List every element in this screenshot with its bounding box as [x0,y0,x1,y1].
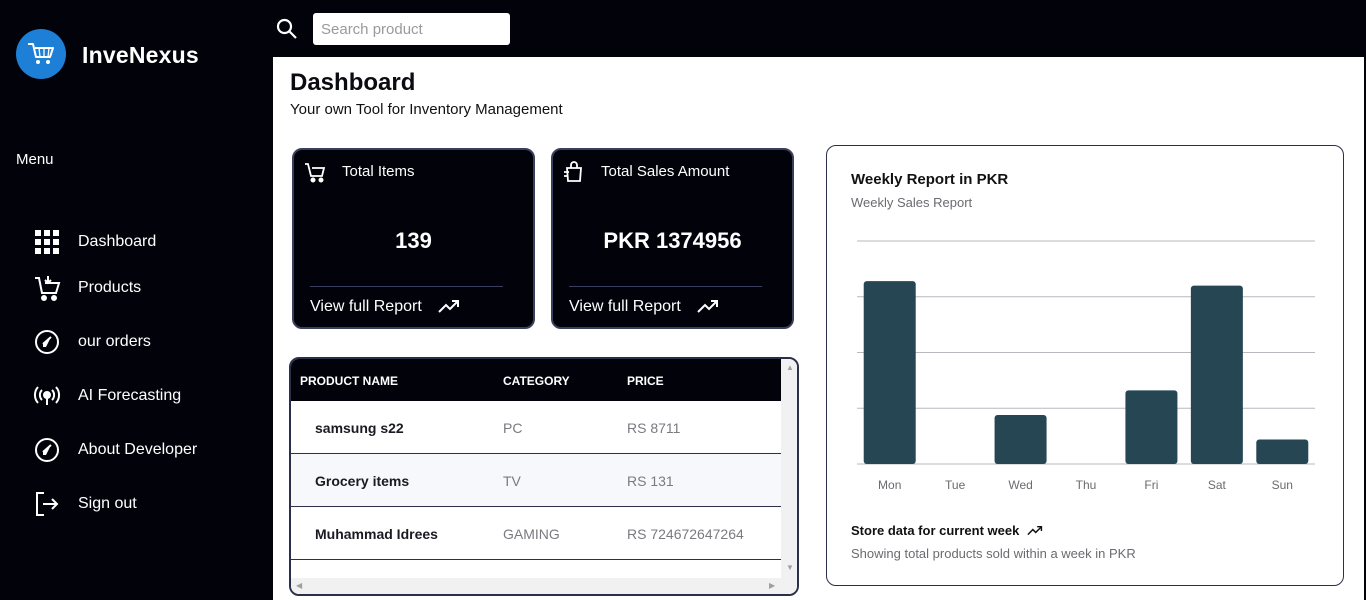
divider [569,286,762,287]
chart-footer-desc: Showing total products sold within a wee… [851,546,1136,561]
page-title: Dashboard [290,69,416,96]
card-title: Total Items [342,163,415,180]
search-icon[interactable] [276,18,298,40]
bar-wed[interactable] [994,414,1047,464]
product-name: samsung s22 [315,420,404,436]
sign-out-icon [32,489,62,519]
shopping-bag-icon [564,161,582,182]
column-header[interactable]: CATEGORY [503,374,570,388]
sidebar-item-label: About Developer [78,441,198,458]
table-row[interactable]: Muhammad Idrees GAMING RS 724672647264 [291,507,781,560]
column-header[interactable]: PRICE [627,374,664,388]
product-price: RS 131 [627,473,674,489]
sidebar-item-sign-out[interactable]: Sign out [32,488,252,520]
x-tick-label: Mon [878,478,901,492]
scroll-down-icon[interactable]: ▼ [786,563,794,572]
view-full-report-link[interactable]: View full Report [569,298,719,316]
trending-up-icon [697,300,718,313]
chart-title: Weekly Report in PKR [851,171,1009,188]
view-full-report-link[interactable]: View full Report [310,298,460,316]
total-items-card: Total Items 139 View full Report [292,148,535,329]
total-sales-card: Total Sales Amount PKR 1374956 View full… [551,148,794,329]
sidebar-item-orders[interactable]: our orders [32,326,252,358]
trending-up-icon [438,300,459,313]
products-table: PRODUCT NAME CATEGORY PRICE samsung s22 … [289,357,799,596]
x-tick-label: Sat [1208,478,1227,492]
product-price: RS 8711 [627,420,681,436]
cart-logo-icon [28,43,54,64]
footer-title-text: Store data for current week [851,523,1020,538]
chart-subtitle: Weekly Sales Report [851,195,973,210]
cart-icon [305,163,326,183]
card-title: Total Sales Amount [601,163,730,180]
x-tick-label: Thu [1076,478,1097,492]
product-category: TV [503,473,521,489]
product-name: Grocery items [315,473,410,489]
product-name: Muhammad Idrees [315,526,438,542]
link-label: View full Report [310,298,422,315]
sidebar-item-ai-forecasting[interactable]: AI Forecasting [32,380,252,412]
search-input[interactable] [313,13,510,45]
trending-up-icon [1027,525,1043,535]
table-row[interactable]: samsung s22 PC RS 8711 [291,401,781,454]
table-row[interactable]: Grocery items TV RS 131 [291,454,781,507]
sidebar-item-dashboard[interactable]: Dashboard [32,226,252,258]
card-value: 139 [395,228,432,253]
table-header: PRODUCT NAME CATEGORY PRICE [291,359,781,401]
brand-name: InveNexus [82,42,199,68]
scroll-left-icon[interactable]: ◀ [296,581,303,590]
product-price: RS 724672647264 [627,526,744,542]
cart-icon [32,273,62,303]
sidebar-item-products[interactable]: Products [32,272,252,304]
sidebar-item-about-developer[interactable]: About Developer [32,434,252,466]
page-subtitle: Your own Tool for Inventory Management [290,101,563,118]
product-category: GAMING [503,526,560,542]
horizontal-scrollbar[interactable]: ◀ ▶ [291,578,781,594]
chart-footer-title: Store data for current week [851,523,1043,538]
vertical-scrollbar[interactable]: ▲ ▼ [781,359,797,594]
right-edge [1364,57,1366,600]
scroll-right-icon[interactable]: ▶ [769,581,776,590]
x-tick-label: Tue [945,478,966,492]
logo [16,29,66,79]
compass-icon [32,435,62,465]
x-tick-label: Wed [1008,478,1032,492]
sidebar: InveNexus Menu Dashboard Products [0,0,273,600]
sidebar-item-label: our orders [78,333,151,350]
x-tick-label: Sun [1272,478,1293,492]
compass-icon [32,327,62,357]
product-category: PC [503,420,523,436]
weekly-sales-chart: Mon Tue Wed Thu Fri Sat Sun [857,240,1315,492]
sidebar-item-label: Dashboard [78,233,157,250]
menu-label: Menu [16,151,54,168]
column-header[interactable]: PRODUCT NAME [300,374,398,388]
sidebar-item-label: Products [78,279,142,296]
weekly-report-card: Weekly Report in PKR Weekly Sales Report… [826,145,1344,586]
sidebar-item-label: Sign out [78,495,137,512]
card-value: PKR 1374956 [603,228,742,253]
bar-sun[interactable] [1256,439,1309,464]
scroll-up-icon[interactable]: ▲ [786,363,794,372]
x-tick-label: Fri [1144,478,1158,492]
bar-sat[interactable] [1190,285,1243,464]
link-label: View full Report [569,298,681,315]
sidebar-item-label: AI Forecasting [78,387,182,404]
grid-icon [32,227,62,257]
broadcast-icon [32,381,62,411]
bar-fri[interactable] [1125,390,1178,464]
divider [310,286,503,287]
bar-mon[interactable] [863,281,916,464]
